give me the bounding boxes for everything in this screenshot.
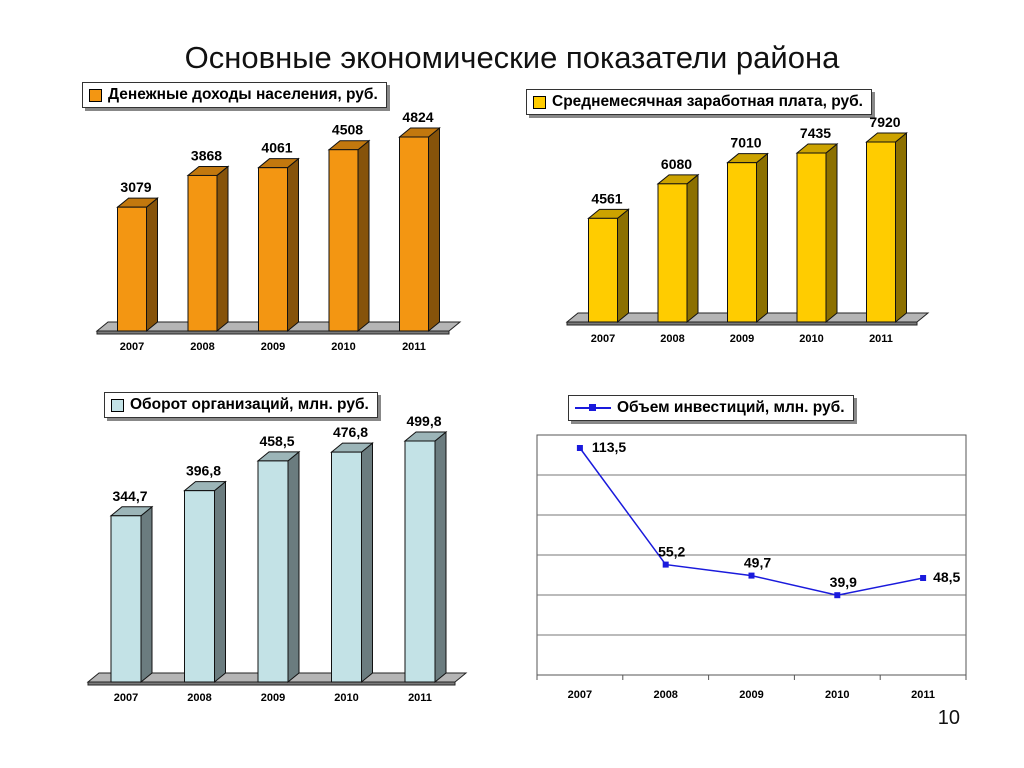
data-label: 344,7 [112,488,147,504]
category-label: 2011 [402,341,426,353]
bar-side [287,157,299,333]
legend-line-marker-icon [575,402,611,414]
bar [399,136,429,332]
legend-salary: Среднемесячная заработная плата, руб. [526,89,872,115]
data-label: 4824 [402,109,433,125]
category-label: 2010 [825,689,849,701]
bar-side [357,139,370,333]
data-label: 4061 [261,140,292,156]
bar-side [895,131,907,324]
bar [257,460,289,683]
bar [184,490,215,683]
category-label: 2008 [187,692,211,704]
bar-chart-salary: 4561 2007 6080 2008 7010 2009 7435 2010 7920 2011 [565,114,930,345]
category-label: 2007 [568,689,592,701]
bar-side [434,430,447,684]
category-label: 2007 [114,692,138,704]
data-point [920,575,927,581]
data-label: 55,2 [658,544,685,560]
data-label: 4561 [591,190,622,206]
data-label: 48,5 [933,569,960,585]
legend-income: Денежные доходы населения, руб. [82,82,387,108]
category-label: 2010 [799,333,823,345]
category-label: 2009 [730,333,754,345]
bar-chart-income: 3079 2007 3868 2008 4061 2009 4508 2010 4824 2011 [95,109,462,353]
data-label: 7920 [869,114,900,130]
page-number: 10 [937,707,960,729]
data-label: 476,8 [333,424,368,440]
legend-investment-label: Объем инвестиций, млн. руб. [617,399,845,416]
bar [727,162,757,323]
data-label: 4508 [332,122,363,138]
page-title: Основные экономические показатели района [184,40,840,75]
legend-investment: Объем инвестиций, млн. руб. [568,395,854,421]
legend-swatch-yellow [533,95,546,109]
category-label: 2009 [739,689,763,701]
data-point [748,572,755,579]
bar [404,440,436,683]
category-label: 2008 [653,689,677,701]
data-label: 3079 [120,179,151,195]
bar [117,206,147,332]
bar-side [146,197,158,333]
category-label: 2011 [408,692,432,704]
category-label: 2010 [331,341,355,353]
bar [796,152,827,323]
category-label: 2007 [120,341,144,353]
data-label: 499,8 [406,413,441,429]
category-label: 2011 [869,333,893,345]
bar [866,141,896,323]
data-label: 458,5 [259,433,294,449]
bar-side [214,480,226,684]
bar [588,217,618,323]
data-label: 39,9 [830,574,857,590]
bar-side [756,152,768,324]
legend-income-label: Денежные доходы населения, руб. [108,86,378,103]
bar [657,183,688,323]
bar-side [686,173,699,324]
category-label: 2010 [334,692,358,704]
bar-side [428,126,440,333]
data-label: 113,5 [592,439,626,455]
category-label: 2007 [591,333,615,345]
category-label: 2008 [660,333,684,345]
bar-side [287,450,300,684]
category-label: 2009 [261,692,285,704]
bar-side [361,442,373,684]
category-label: 2011 [911,689,935,701]
legend-swatch-orange [89,88,102,102]
line-chart-investment: 113,5 2007 55,2 2008 49,7 2009 39,9 2010 48,5 201… [536,434,967,701]
bar [331,451,362,683]
legend-turnover: Оборот организаций, млн. руб. [104,392,378,418]
bar-side [617,208,629,324]
data-label: 7435 [800,125,831,141]
legend-salary-label: Среднемесячная заработная плата, руб. [552,93,863,110]
bar-side [216,165,229,333]
data-point [576,445,583,451]
bar-side [825,142,838,324]
bar [187,174,218,332]
category-label: 2008 [190,341,214,353]
bar [328,149,359,332]
bar-chart-turnover: 344,7 2007 396,8 2008 458,5 2009 476,8 2010 499,… [86,413,468,704]
legend-swatch-lightblue [111,398,124,412]
data-point [834,592,841,599]
bar [258,167,288,332]
data-label: 6080 [661,156,692,172]
data-label: 49,7 [744,555,771,571]
category-label: 2009 [261,341,285,353]
bar-side [140,505,153,684]
legend-turnover-label: Оборот организаций, млн. руб. [130,396,369,413]
bar [110,515,142,683]
data-label: 396,8 [186,463,221,479]
data-label: 7010 [730,135,761,151]
data-label: 3868 [191,147,222,163]
data-point [662,561,669,568]
